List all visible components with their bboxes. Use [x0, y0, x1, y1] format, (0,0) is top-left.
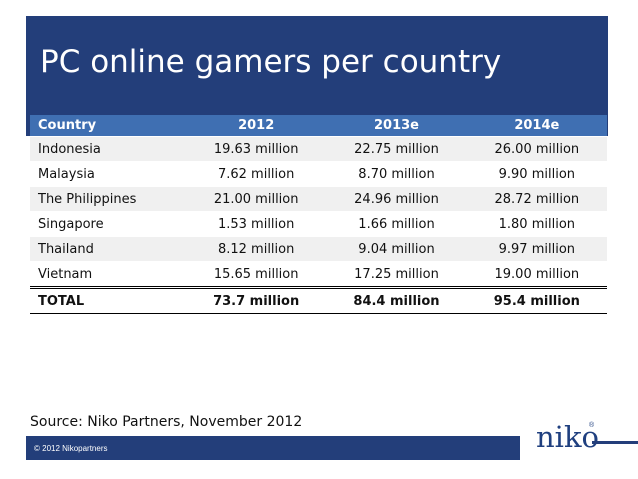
country-cell: Indonesia: [30, 136, 186, 162]
value-2012-cell: 8.12 million: [186, 236, 327, 262]
country-cell: Thailand: [30, 236, 186, 262]
value-2012-cell: 15.65 million: [186, 261, 327, 288]
registered-mark-icon: ®: [589, 422, 595, 429]
country-cell: The Philippines: [30, 186, 186, 212]
value-2014e-cell: 1.80 million: [466, 211, 607, 237]
total-2013e-cell: 84.4 million: [326, 286, 467, 314]
value-2014e-cell: 9.97 million: [466, 236, 607, 262]
niko-logo: niko ®: [536, 420, 599, 464]
value-2014e-cell: 26.00 million: [466, 136, 607, 162]
logo-wordmark: niko: [536, 420, 599, 454]
table-row: Singapore 1.53 million 1.66 million 1.80…: [30, 211, 607, 237]
header-country: Country: [30, 115, 186, 137]
value-2012-cell: 19.63 million: [186, 136, 327, 162]
country-cell: Singapore: [30, 211, 186, 237]
value-2012-cell: 7.62 million: [186, 161, 327, 187]
value-2013e-cell: 1.66 million: [326, 211, 467, 237]
table-row: Malaysia 7.62 million 8.70 million 9.90 …: [30, 161, 607, 187]
header-2012: 2012: [186, 115, 327, 137]
value-2012-cell: 1.53 million: [186, 211, 327, 237]
header-2014e: 2014e: [466, 115, 607, 137]
value-2013e-cell: 17.25 million: [326, 261, 467, 288]
total-2014e-cell: 95.4 million: [466, 286, 607, 314]
country-cell: Malaysia: [30, 161, 186, 187]
total-label-cell: TOTAL: [30, 286, 186, 314]
value-2014e-cell: 19.00 million: [466, 261, 607, 288]
table-row: Vietnam 15.65 million 17.25 million 19.0…: [30, 261, 607, 288]
table-row: The Philippines 21.00 million 24.96 mill…: [30, 186, 607, 212]
total-2012-cell: 73.7 million: [186, 286, 327, 314]
slide-title: PC online gamers per country: [40, 44, 502, 80]
value-2013e-cell: 22.75 million: [326, 136, 467, 162]
country-cell: Vietnam: [30, 261, 186, 288]
copyright-text: © 2012 Nikopartners: [34, 444, 108, 453]
value-2013e-cell: 24.96 million: [326, 186, 467, 212]
gamers-table: Country 2012 2013e 2014e Indonesia 19.63…: [30, 115, 607, 314]
value-2014e-cell: 9.90 million: [466, 161, 607, 187]
value-2014e-cell: 28.72 million: [466, 186, 607, 212]
value-2012-cell: 21.00 million: [186, 186, 327, 212]
table-header-row: Country 2012 2013e 2014e: [30, 115, 607, 137]
header-2013e: 2013e: [326, 115, 467, 137]
value-2013e-cell: 9.04 million: [326, 236, 467, 262]
table-row: Thailand 8.12 million 9.04 million 9.97 …: [30, 236, 607, 262]
footer-accent-line: [592, 441, 638, 444]
total-row: TOTAL 73.7 million 84.4 million 95.4 mil…: [30, 286, 607, 314]
source-note: Source: Niko Partners, November 2012: [30, 414, 303, 430]
table-row: Indonesia 19.63 million 22.75 million 26…: [30, 136, 607, 162]
value-2013e-cell: 8.70 million: [326, 161, 467, 187]
footer-bar: © 2012 Nikopartners: [26, 436, 520, 460]
